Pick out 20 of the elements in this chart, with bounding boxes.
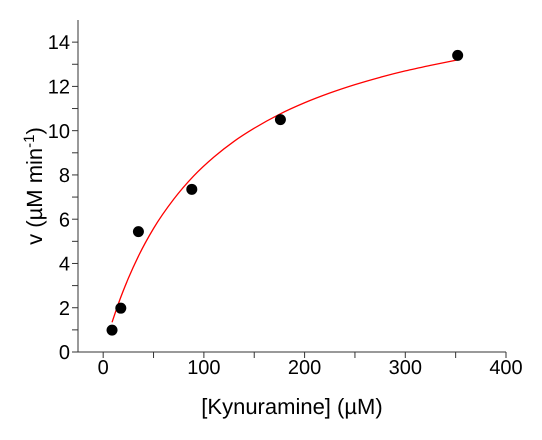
point (132, 226, 144, 238)
point (106, 324, 118, 336)
y-tick-label: 14 (48, 32, 70, 54)
x-tick-label: 400 (489, 357, 523, 380)
y-tick-label: 0 (58, 342, 70, 364)
y-tick-label: 12 (48, 76, 70, 98)
x-tick-label: 0 (98, 357, 109, 380)
y-tick-label: 2 (58, 298, 70, 320)
y-tick-label: 4 (58, 254, 70, 276)
point (274, 114, 286, 126)
y-tick-label: 6 (58, 209, 70, 232)
x-tick-label: 100 (187, 357, 221, 380)
point (452, 50, 464, 61)
x-tick-label: 200 (288, 357, 322, 380)
point (186, 184, 198, 195)
y-tick-label: 8 (58, 165, 70, 188)
point (115, 302, 126, 314)
y-tick-label: 10 (48, 120, 70, 143)
x-tick-label: 300 (388, 357, 422, 380)
x-axis-title: [Kynuramine] (µM) (201, 394, 383, 419)
